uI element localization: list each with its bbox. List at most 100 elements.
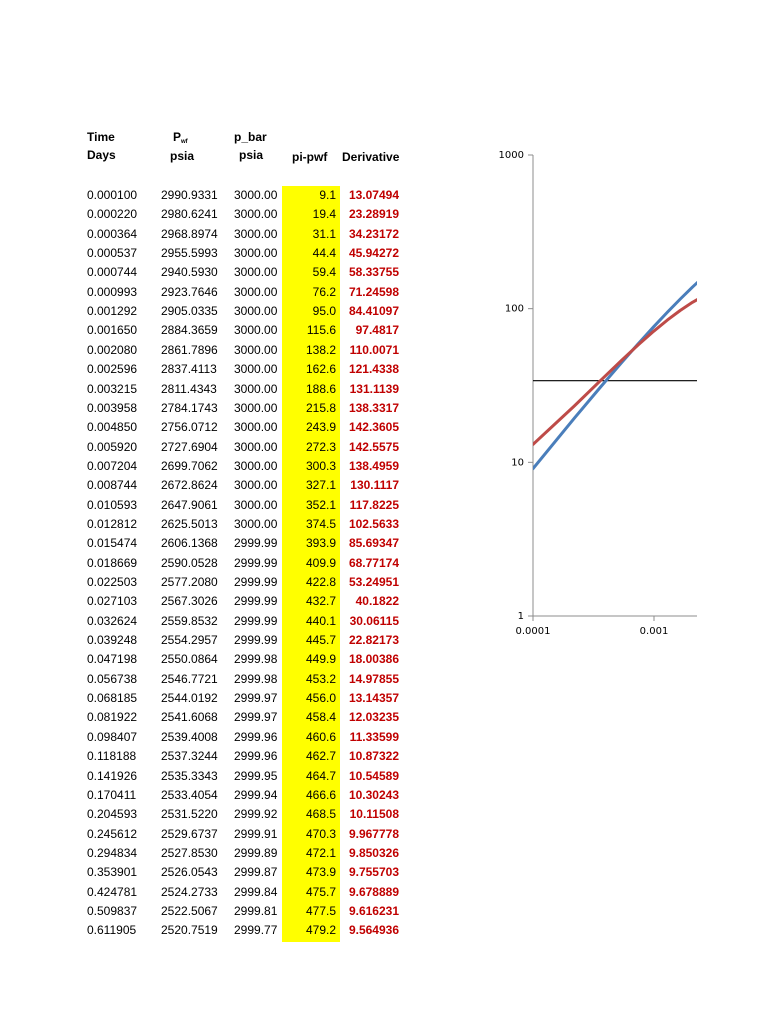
y-tick-label: 1: [518, 611, 524, 622]
time-cell: 0.611905: [87, 923, 137, 938]
time-cell: 0.003958: [87, 400, 138, 415]
derivative-cell: 10.11508: [349, 807, 399, 822]
table-row: 0.004850 2756.0712 3000.00 243.9 142.3605: [0, 418, 420, 437]
table-row: 0.000100 2990.9331 3000.00 9.1 13.07494: [0, 186, 420, 205]
table-row: 0.000220 2980.6241 3000.00 19.4 23.28919: [0, 205, 420, 224]
pwf-cell: 2529.6737: [161, 826, 218, 841]
pwf-cell: 2955.5993: [161, 246, 218, 261]
derivative-cell: 71.24598: [348, 284, 399, 299]
pi-pwf-cell: 440.1: [305, 613, 336, 628]
pwf-cell: 2990.9331: [161, 188, 218, 202]
pwf-cell: 2577.2080: [161, 575, 218, 589]
derivative-cell: 30.06115: [349, 613, 399, 628]
table-row: 0.118188 2537.3244 2999.96 462.7 10.87322: [0, 747, 420, 766]
pi-pwf-cell: 456.0: [305, 691, 336, 706]
pbar-cell: 3000.00: [234, 342, 278, 357]
pbar-cell: 2999.77: [234, 923, 278, 938]
pbar-cell: 2999.99: [234, 555, 278, 570]
pwf-cell: 2559.8532: [161, 613, 218, 628]
time-cell: 0.032624: [87, 613, 138, 628]
pwf-cell: 2861.7896: [161, 342, 218, 357]
pbar-cell: 2999.95: [234, 768, 278, 783]
time-cell: 0.000537: [87, 246, 138, 261]
table-row: 0.002596 2837.4113 3000.00 162.6 121.4338: [0, 360, 420, 379]
derivative-cell: 12.03235: [348, 710, 399, 725]
time-cell: 0.047198: [87, 652, 138, 667]
derivative-cell: 22.82173: [348, 633, 399, 648]
time-cell: 0.018669: [87, 555, 138, 570]
table-row: 0.002080 2861.7896 3000.00 138.2 110.0071: [0, 341, 420, 360]
time-cell: 0.056738: [87, 671, 138, 686]
derivative-cell: 53.24951: [348, 575, 399, 589]
pbar-cell: 2999.97: [234, 691, 278, 706]
time-cell: 0.294834: [87, 845, 138, 860]
time-cell: 0.068185: [87, 691, 138, 706]
table-row: 0.294834 2527.8530 2999.89 472.1 9.850326: [0, 844, 420, 863]
table-row: 0.005920 2727.6904 3000.00 272.3 142.5575: [0, 438, 420, 457]
derivative-cell: 138.3317: [348, 400, 399, 415]
derivative-cell: 40.1822: [355, 594, 399, 609]
pwf-cell: 2606.1368: [161, 536, 218, 551]
derivative-cell: 9.755703: [348, 865, 399, 880]
pwf-cell: 2550.0864: [161, 652, 218, 667]
derivative-cell: 142.5575: [348, 439, 399, 454]
derivative-cell: 121.4338: [348, 362, 399, 377]
pi-pwf-cell: 76.2: [312, 284, 336, 299]
table-row: 0.003215 2811.4343 3000.00 188.6 131.1139: [0, 380, 420, 399]
time-cell: 0.245612: [87, 826, 138, 841]
derivative-cell: 58.33755: [348, 265, 399, 280]
table-row: 0.022503 2577.2080 2999.99 422.8 53.24951: [0, 573, 420, 592]
derivative-cell: 9.678889: [348, 884, 399, 899]
pbar-cell: 3000.00: [234, 323, 278, 338]
derivative-cell: 110.0071: [349, 342, 399, 357]
table-row: 0.015474 2606.1368 2999.99 393.9 85.69347: [0, 534, 420, 553]
pbar-cell: 3000.00: [234, 207, 278, 222]
pi-pwf-cell: 409.9: [305, 555, 336, 570]
time-cell: 0.509837: [87, 903, 138, 918]
pbar-cell: 3000.00: [234, 284, 278, 299]
pwf-cell: 2522.5067: [161, 903, 218, 918]
pbar-cell: 2999.97: [234, 710, 278, 725]
derivative-cell: 142.3605: [348, 420, 399, 435]
pi-pwf-cell: 466.6: [305, 787, 336, 802]
pi-pwf-cell: 138.2: [305, 342, 336, 357]
derivative-cell: 11.33599: [349, 729, 399, 744]
table-row: 0.081922 2541.6068 2999.97 458.4 12.03235: [0, 708, 420, 727]
time-cell: 0.007204: [87, 458, 138, 473]
time-cell: 0.027103: [87, 594, 138, 609]
pi-pwf-cell: 374.5: [305, 516, 336, 531]
table-row: 0.353901 2526.0543 2999.87 473.9 9.755703: [0, 863, 420, 882]
derivative-cell: 9.564936: [348, 923, 399, 938]
pi-pwf-cell: 352.1: [305, 497, 336, 512]
pwf-cell: 2811.4343: [161, 381, 217, 396]
derivative-cell: 9.850326: [348, 845, 399, 860]
derivative-cell: 10.54589: [348, 768, 399, 783]
header-derivative: Derivative: [342, 150, 400, 164]
pwf-cell: 2567.3026: [161, 594, 218, 609]
pi-pwf-cell: 475.7: [305, 884, 336, 899]
derivative-cell: 13.07494: [348, 188, 399, 202]
derivative-cell: 10.87322: [348, 749, 399, 764]
time-cell: 0.003215: [87, 381, 138, 396]
pbar-cell: 3000.00: [234, 304, 278, 319]
x-tick-label: 0.001: [640, 626, 669, 637]
pbar-cell: 3000.00: [234, 420, 278, 435]
pi-pwf-cell: 472.1: [305, 845, 336, 860]
header-pwf-unit: psia: [170, 149, 195, 163]
table-row: 0.003958 2784.1743 3000.00 215.8 138.3317: [0, 399, 420, 418]
derivative-series-line: [533, 298, 697, 446]
pbar-cell: 2999.84: [234, 884, 278, 899]
pbar-cell: 3000.00: [234, 381, 278, 396]
pwf-cell: 2884.3659: [161, 323, 218, 338]
table-row: 0.204593 2531.5220 2999.92 468.5 10.11508: [0, 805, 420, 824]
pwf-cell: 2535.3343: [161, 768, 218, 783]
table-row: 0.001650 2884.3659 3000.00 115.6 97.4817: [0, 321, 420, 340]
time-cell: 0.081922: [87, 710, 138, 725]
pbar-cell: 3000.00: [234, 188, 278, 202]
table-row: 0.000993 2923.7646 3000.00 76.2 71.24598: [0, 283, 420, 302]
header-pwf-sub: wf: [181, 139, 188, 145]
table-row: 0.000364 2968.8974 3000.00 31.1 34.23172: [0, 225, 420, 244]
table-row: 0.012812 2625.5013 3000.00 374.5 102.5633: [0, 515, 420, 534]
pbar-cell: 2999.99: [234, 613, 278, 628]
pwf-cell: 2546.7721: [161, 671, 218, 686]
